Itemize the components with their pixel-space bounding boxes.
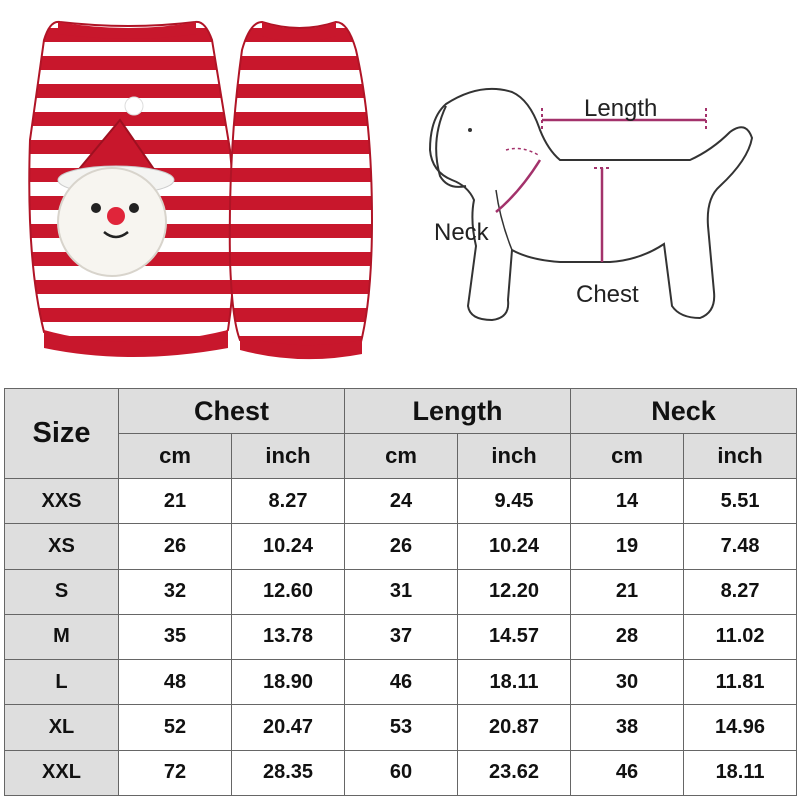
chest-group-header: Chest [117, 388, 346, 434]
size-cell: XL [4, 704, 119, 751]
table-row: L 48 18.90 46 18.11 30 11.81 [4, 659, 798, 706]
value-cell: 10.24 [230, 523, 346, 570]
value-cell: 20.47 [230, 704, 346, 751]
sweater-back-image [228, 20, 374, 360]
value-cell: 21 [570, 568, 685, 615]
size-cell: XXL [4, 749, 119, 797]
value-cell: 10.24 [457, 523, 572, 570]
value-cell: 37 [344, 613, 459, 661]
value-cell: 9.45 [457, 477, 572, 525]
value-cell: 35 [118, 613, 232, 661]
chest-label: Chest [576, 281, 639, 308]
product-images: Length Neck Chest [0, 0, 800, 380]
value-cell: 11.02 [683, 613, 798, 661]
value-cell: 23.62 [457, 749, 572, 797]
value-cell: 13.78 [230, 613, 346, 661]
value-cell: 28.35 [230, 749, 346, 797]
value-cell: 28 [570, 613, 685, 661]
table-row: XS 26 10.24 26 10.24 19 7.48 [4, 523, 798, 570]
unit-header: cm [570, 433, 685, 479]
unit-header: inch [457, 433, 572, 479]
sweater-front-image [28, 20, 236, 357]
value-cell: 18.90 [230, 659, 346, 706]
value-cell: 14 [570, 477, 685, 525]
value-cell: 46 [570, 749, 685, 797]
table-row: XL 52 20.47 53 20.87 38 14.96 [4, 704, 798, 751]
value-cell: 18.11 [457, 659, 572, 706]
table-row: M 35 13.78 37 14.57 28 11.02 [4, 613, 798, 661]
value-cell: 20.87 [457, 704, 572, 751]
value-cell: 12.60 [230, 568, 346, 615]
value-cell: 38 [570, 704, 685, 751]
table-row: XXL 72 28.35 60 23.62 46 18.11 [4, 749, 798, 797]
size-header: Size [4, 388, 119, 479]
value-cell: 8.27 [683, 568, 798, 615]
dog-diagram: Length Neck Chest [428, 87, 754, 322]
value-cell: 53 [344, 704, 459, 751]
value-cell: 30 [570, 659, 685, 706]
length-label: Length [584, 95, 657, 122]
top-illustration: Length Neck Chest [28, 20, 754, 360]
size-cell: XS [4, 523, 119, 570]
value-cell: 7.48 [683, 523, 798, 570]
value-cell: 18.11 [683, 749, 798, 797]
santa-patch [57, 96, 175, 277]
value-cell: 72 [118, 749, 232, 797]
neck-group-header: Neck [570, 388, 798, 434]
value-cell: 60 [344, 749, 459, 797]
value-cell: 24 [344, 477, 459, 525]
value-cell: 12.20 [457, 568, 572, 615]
size-cell: L [4, 659, 119, 706]
unit-header: inch [230, 433, 346, 479]
value-cell: 31 [344, 568, 459, 615]
value-cell: 11.81 [683, 659, 798, 706]
size-chart-table: Size Chest Length Neck cm inch cm inch c… [4, 388, 798, 797]
size-cell: XXS [4, 477, 119, 525]
table-row: XXS 21 8.27 24 9.45 14 5.51 [4, 477, 798, 525]
length-group-header: Length [344, 388, 572, 434]
value-cell: 46 [344, 659, 459, 706]
value-cell: 14.57 [457, 613, 572, 661]
value-cell: 32 [118, 568, 232, 615]
value-cell: 26 [344, 523, 459, 570]
table-row: S 32 12.60 31 12.20 21 8.27 [4, 568, 798, 615]
value-cell: 21 [118, 477, 232, 525]
value-cell: 5.51 [683, 477, 798, 525]
neck-label: Neck [434, 219, 490, 246]
value-cell: 48 [118, 659, 232, 706]
size-cell: S [4, 568, 119, 615]
unit-header: cm [344, 433, 459, 479]
value-cell: 8.27 [230, 477, 346, 525]
unit-header: cm [118, 433, 232, 479]
unit-header: inch [683, 433, 798, 479]
value-cell: 26 [118, 523, 232, 570]
value-cell: 14.96 [683, 704, 798, 751]
value-cell: 52 [118, 704, 232, 751]
value-cell: 19 [570, 523, 685, 570]
size-cell: M [4, 613, 119, 661]
